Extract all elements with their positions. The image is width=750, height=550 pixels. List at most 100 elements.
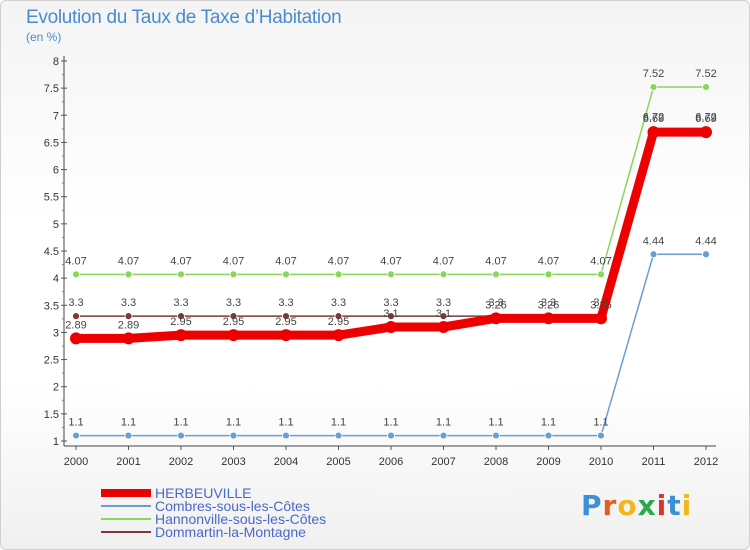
data-label: 3.3 xyxy=(173,297,188,309)
data-label: 3.3 xyxy=(593,297,608,309)
data-label: 4.07 xyxy=(538,255,559,267)
legend-label: Combres-sous-les-Côtes xyxy=(155,498,310,514)
x-tick-label: 2005 xyxy=(326,456,350,468)
data-point xyxy=(439,312,448,321)
data-label: 1.1 xyxy=(173,417,188,429)
x-tick-label: 2000 xyxy=(64,456,88,468)
data-label: 3.3 xyxy=(383,297,398,309)
data-label: 4.07 xyxy=(118,255,139,267)
x-tick-label: 2009 xyxy=(536,456,560,468)
data-label: 4.07 xyxy=(433,255,454,267)
data-labels: 1.1 1.1 1.1 1.1 1.1 1.1 1.1 1.1 1.1 1.1 1.1 4.44 4.4… xyxy=(65,68,716,429)
logo-letter: i xyxy=(656,489,668,522)
data-label: 4.07 xyxy=(328,255,349,267)
data-point xyxy=(597,431,605,440)
data-point xyxy=(387,270,395,279)
y-tick-label: 7.5 xyxy=(44,83,59,95)
data-label: 1.1 xyxy=(383,417,398,429)
x-tick-label: 2006 xyxy=(379,456,403,468)
data-point xyxy=(492,270,500,279)
data-point xyxy=(177,431,185,440)
data-label: 3.3 xyxy=(331,297,346,309)
data-point xyxy=(282,270,290,279)
data-point xyxy=(597,270,605,279)
data-point xyxy=(72,431,80,440)
y-tick-label: 4.5 xyxy=(44,246,59,258)
data-point xyxy=(177,312,185,321)
series-line xyxy=(75,86,707,276)
data-point xyxy=(437,321,450,333)
data-point xyxy=(124,431,133,440)
logo-letter: P xyxy=(581,489,603,522)
data-label: 3.3 xyxy=(121,297,136,309)
x-tick-label: 2012 xyxy=(694,456,718,468)
data-label: 4.44 xyxy=(643,235,664,247)
proxiti-logo: Proxiti xyxy=(581,489,692,522)
data-label: 1.1 xyxy=(436,417,451,429)
y-tick-label: 3 xyxy=(53,327,59,339)
data-point xyxy=(282,431,290,440)
series-layer xyxy=(70,83,712,440)
data-point xyxy=(439,431,448,440)
legend-label: HERBEUVILLE xyxy=(155,485,251,501)
data-label: 4.07 xyxy=(590,255,611,267)
data-point xyxy=(72,270,80,279)
axes: 1 1.5 2 2.5 3 3.5 4 4.5 5 5.5 6 6.5 7 7.5 8 2000 2001 200… xyxy=(44,56,718,468)
legend-label: Dommartin-la-Montagne xyxy=(155,524,306,540)
data-label: 1.1 xyxy=(226,417,241,429)
data-label: 3.3 xyxy=(278,297,293,309)
data-label: 6.69 xyxy=(643,113,664,125)
data-label: 4.07 xyxy=(65,255,86,267)
data-label: 4.44 xyxy=(695,235,716,247)
data-label: 3.1 xyxy=(436,308,451,320)
y-tick-label: 1.5 xyxy=(44,409,59,421)
data-label: 2.89 xyxy=(118,319,139,331)
data-label: 4.07 xyxy=(485,255,506,267)
data-point xyxy=(177,270,185,279)
data-label: 4.07 xyxy=(170,255,191,267)
data-label: 2.89 xyxy=(65,319,86,331)
data-point xyxy=(490,312,502,325)
data-label: 7.52 xyxy=(643,68,664,80)
data-point xyxy=(72,312,80,321)
data-label: 4.07 xyxy=(380,255,401,267)
data-label: 1.1 xyxy=(593,417,608,429)
data-label: 3.26 xyxy=(590,299,611,311)
data-point xyxy=(227,329,240,342)
data-point xyxy=(229,270,238,279)
data-label: 1.1 xyxy=(68,417,83,429)
y-tick-label: 4 xyxy=(53,273,59,285)
data-label: 4.07 xyxy=(275,255,296,267)
y-tick-label: 5 xyxy=(53,219,59,231)
data-point xyxy=(70,332,82,345)
data-label: 1.1 xyxy=(278,417,293,429)
data-point xyxy=(385,321,397,333)
y-tick-label: 2.5 xyxy=(44,355,59,367)
data-point xyxy=(702,250,710,259)
y-tick-label: 2 xyxy=(53,382,59,394)
data-point xyxy=(700,126,712,139)
x-tick-label: 2010 xyxy=(589,456,613,468)
data-point xyxy=(542,312,555,325)
y-tick-label: 5.5 xyxy=(44,192,59,204)
data-point xyxy=(387,312,395,321)
data-point xyxy=(387,431,395,440)
data-point xyxy=(334,312,343,321)
data-label: 3.1 xyxy=(383,308,398,320)
y-tick-label: 1 xyxy=(53,436,59,448)
data-label: 6.72 xyxy=(643,111,664,123)
data-label: 1.1 xyxy=(121,417,136,429)
data-point xyxy=(280,329,292,342)
data-point xyxy=(544,431,553,440)
logo-letter: r xyxy=(602,489,618,522)
data-label: 2.95 xyxy=(275,316,296,328)
data-point xyxy=(492,431,500,440)
x-tick-label: 2002 xyxy=(169,456,193,468)
y-tick-label: 3.5 xyxy=(44,300,59,312)
data-point xyxy=(124,270,133,279)
data-label: 3.3 xyxy=(541,297,556,309)
data-label: 3.3 xyxy=(226,297,241,309)
data-point xyxy=(175,329,187,342)
